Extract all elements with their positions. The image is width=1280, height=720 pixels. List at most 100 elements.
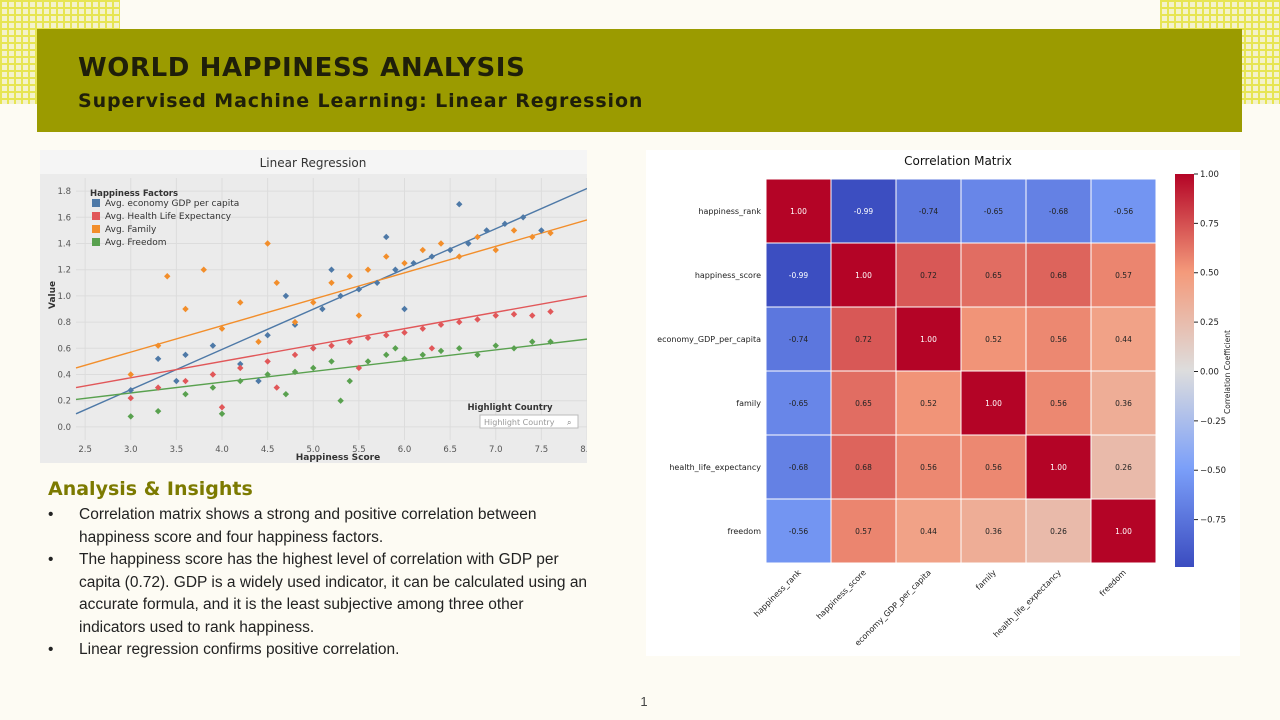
- lr-data-point: [337, 292, 344, 300]
- lr-data-point: [355, 312, 363, 319]
- lr-x-tick-label: 6.5: [443, 445, 457, 455]
- lr-data-point: [273, 384, 280, 391]
- correlation-matrix-chart: Correlation Matrix 1.00 -0.99 -0.74 -0.65 -0…: [646, 150, 1240, 656]
- cm-cell: [895, 178, 962, 244]
- cm-cell-value: -0.74: [789, 335, 809, 344]
- highlight-country-input[interactable]: Highlight Country ⌕: [479, 414, 579, 429]
- lr-data-point: [182, 305, 189, 313]
- lr-data-point: [127, 394, 134, 402]
- lr-data-point: [474, 233, 481, 241]
- lr-data-point: [319, 305, 326, 313]
- lr-data-point: [383, 253, 390, 260]
- lr-data-point: [529, 312, 536, 319]
- colorbar-tick-label: 0.75: [1200, 219, 1219, 229]
- cm-cell-value: -0.56: [1114, 207, 1134, 216]
- cm-cell-value: -0.99: [789, 271, 809, 280]
- lr-data-point: [419, 325, 426, 332]
- cm-cell: [960, 498, 1027, 564]
- cm-cell: [1090, 178, 1157, 244]
- lr-data-point: [547, 308, 554, 315]
- lr-x-tick-label: 5.5: [352, 445, 366, 455]
- lr-data-point: [492, 246, 499, 254]
- cm-cell-value: 0.36: [985, 527, 1002, 536]
- colorbar-label: Correlation Coefficient: [1223, 330, 1232, 414]
- linear-regression-chart: Linear Regression 2.5 3.0 3.5 4.0 4.5 5.0 5.5 6…: [40, 150, 594, 463]
- lr-data-point: [474, 316, 481, 323]
- lr-data-point: [456, 345, 463, 352]
- lr-x-tick-label: 2.5: [78, 445, 92, 455]
- lr-data-point: [492, 312, 499, 319]
- lr-y-tick-label: 1.4: [57, 240, 71, 250]
- lr-y-tick-label: 0.8: [57, 318, 71, 328]
- cm-cell-value: 1.00: [1050, 463, 1067, 472]
- lr-data-point: [401, 329, 408, 336]
- lr-data-point: [373, 279, 381, 286]
- cm-cell-value: -0.99: [854, 207, 874, 216]
- cm-cell: [895, 370, 962, 436]
- lr-y-tick-label: 0.6: [57, 344, 71, 354]
- lr-x-tick-label: 8.0: [580, 445, 587, 455]
- lr-data-point: [291, 318, 299, 326]
- cm-cell: [1090, 306, 1157, 372]
- lr-data-point: [264, 332, 271, 339]
- cm-row-label: economy_GDP_per_capita: [657, 335, 761, 344]
- lr-data-point: [437, 240, 445, 247]
- cm-cell: [895, 498, 962, 564]
- cm-cell-value: 0.68: [855, 463, 872, 472]
- lr-data-point: [428, 253, 436, 260]
- cm-cell: [765, 178, 832, 244]
- chart-title-bar: [40, 150, 587, 174]
- lr-data-point: [419, 246, 426, 254]
- lr-x-tick-label: 3.0: [124, 445, 138, 455]
- lr-data-point: [154, 355, 162, 362]
- lr-y-tick-label: 0.2: [57, 397, 71, 407]
- lr-data-point: [383, 332, 390, 339]
- cm-cell: [830, 306, 897, 372]
- lr-x-tick-label: 7.0: [489, 445, 503, 455]
- cm-cell-value: -0.74: [919, 207, 939, 216]
- lr-data-point: [328, 279, 335, 286]
- lr-y-tick-label: 1.2: [57, 266, 71, 276]
- cm-cell: [1090, 370, 1157, 436]
- insights-list: Correlation matrix shows a strong and po…: [48, 504, 588, 662]
- cm-cell-value: 1.00: [1115, 527, 1132, 536]
- insight-bullet: Linear regression confirms positive corr…: [48, 639, 588, 662]
- lr-data-point: [182, 351, 189, 359]
- lr-data-point: [237, 377, 244, 385]
- lr-data-point: [218, 325, 226, 332]
- cm-row-label: happiness_rank: [698, 207, 761, 216]
- cm-cell-value: -0.56: [789, 527, 809, 536]
- lr-data-point: [328, 266, 335, 273]
- lr-data-point: [529, 338, 536, 345]
- lr-data-point: [282, 292, 290, 300]
- cm-cell: [830, 242, 897, 308]
- lr-x-tick-label: 6.0: [398, 445, 412, 455]
- colorbar-tick-label: 1.00: [1200, 170, 1219, 180]
- lr-y-tick-label: 0.0: [57, 423, 71, 433]
- lr-data-point: [255, 338, 262, 345]
- cm-cell-value: 0.56: [920, 463, 937, 472]
- title-banner: WORLD HAPPINESS ANALYSIS Supervised Mach…: [37, 29, 1242, 132]
- lr-data-point: [173, 377, 180, 385]
- lr-data-point: [446, 246, 454, 254]
- cm-cell: [1090, 498, 1157, 564]
- lr-data-point: [401, 259, 408, 267]
- cm-cell: [1090, 242, 1157, 308]
- lr-trend-line: [75, 295, 588, 389]
- lr-data-point: [264, 358, 271, 365]
- lr-data-point: [218, 404, 226, 411]
- cm-cell-value: 0.72: [855, 335, 872, 344]
- cm-row-label: health_life_expectancy: [669, 463, 761, 472]
- cm-cell-value: 0.65: [985, 271, 1002, 280]
- lr-y-tick-label: 1.0: [57, 292, 71, 302]
- lr-data-point: [456, 318, 463, 326]
- lr-data-point: [364, 266, 372, 273]
- lr-trend-line: [75, 219, 588, 369]
- lr-trend-line: [75, 187, 588, 415]
- cm-cell: [895, 434, 962, 500]
- lr-data-point: [182, 390, 189, 398]
- lr-data-point: [510, 311, 518, 318]
- cm-cell-value: 0.56: [1050, 399, 1067, 408]
- lr-data-point: [510, 345, 518, 352]
- colorbar: [1175, 174, 1194, 567]
